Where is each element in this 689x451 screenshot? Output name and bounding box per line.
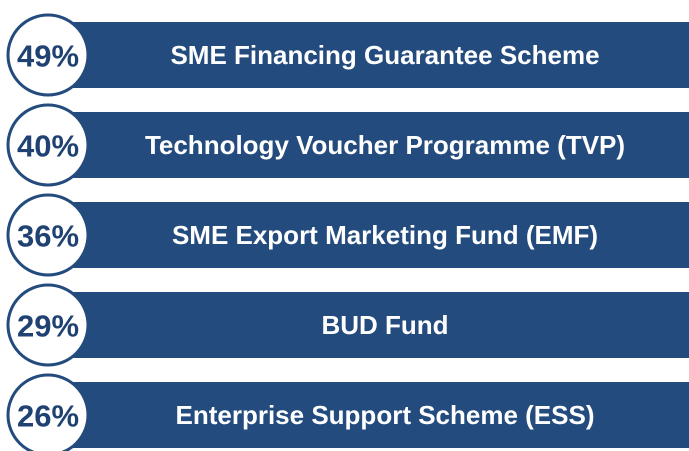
item-bar [50, 202, 689, 268]
percent-badge [6, 283, 90, 367]
percent-badge [6, 13, 90, 97]
item-label: Enterprise Support Scheme (ESS) [176, 400, 595, 430]
percent-badge [6, 373, 90, 451]
percent-text: 29% [17, 309, 79, 344]
item-bar [50, 292, 689, 358]
percent-badge [6, 103, 90, 187]
percent-text: 49% [17, 39, 79, 74]
item-bar [50, 22, 689, 88]
percent-badge [6, 193, 90, 277]
item-bar [50, 112, 689, 178]
item-label: SME Export Marketing Fund (EMF) [172, 220, 598, 250]
item-label: BUD Fund [321, 310, 448, 340]
percent-text: 36% [17, 219, 79, 254]
item-label: SME Financing Guarantee Scheme [170, 40, 599, 70]
item-label: Technology Voucher Programme (TVP) [145, 130, 625, 160]
percent-text: 40% [17, 129, 79, 164]
item-bar [50, 382, 689, 448]
percent-text: 26% [17, 399, 79, 434]
